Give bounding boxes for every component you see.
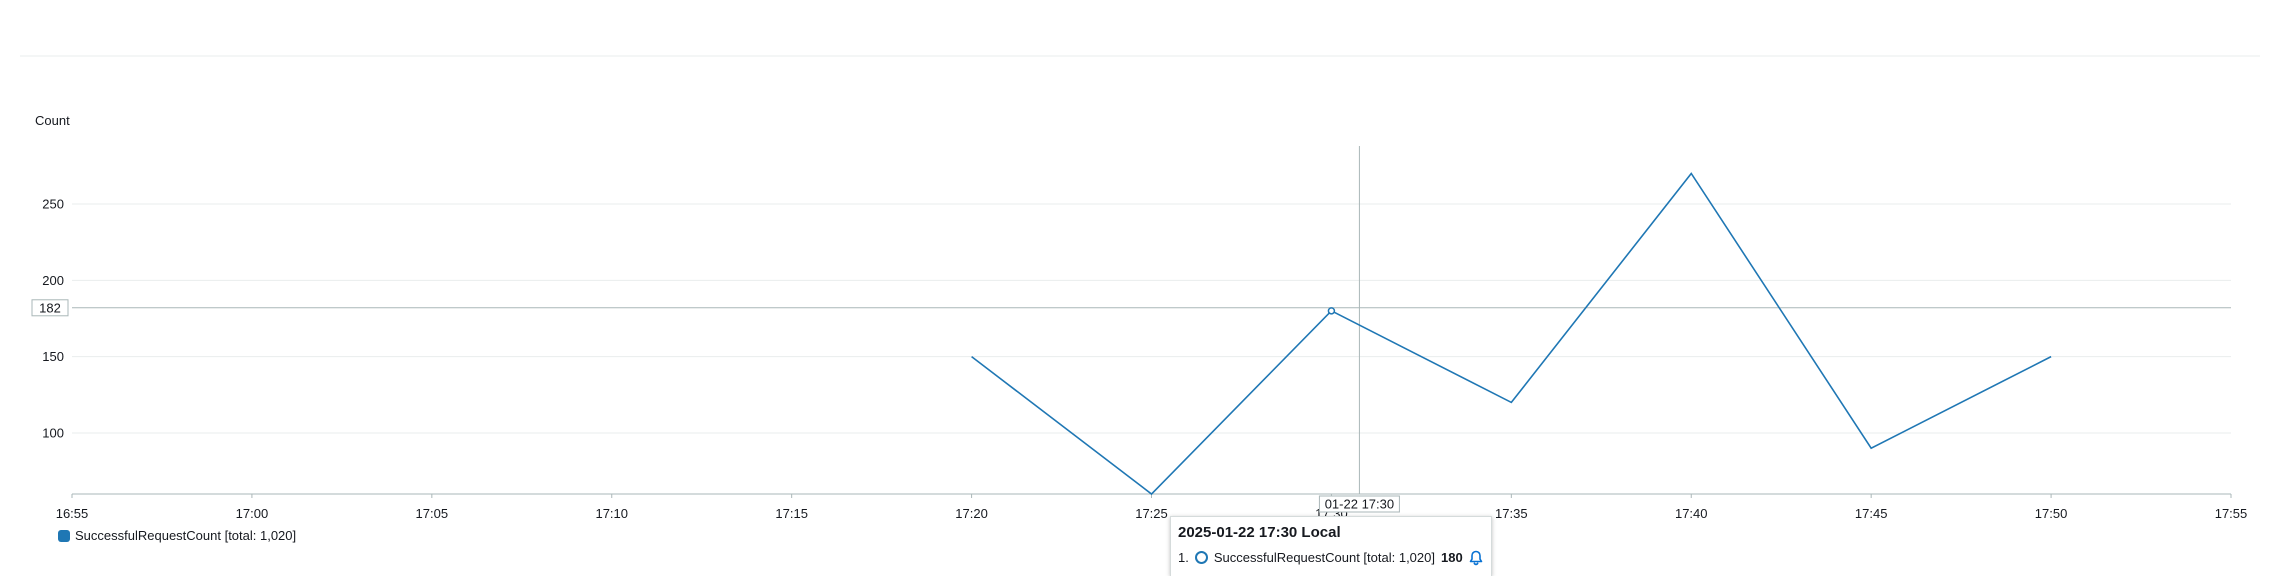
x-tick-label: 17:05 xyxy=(416,506,449,521)
y-tick-label: 200 xyxy=(42,273,64,288)
bell-icon[interactable] xyxy=(1468,550,1484,566)
x-tick-label: 17:10 xyxy=(595,506,628,521)
series-line xyxy=(971,172,2052,496)
tooltip-index: 1. xyxy=(1178,550,1189,565)
y-tick-label: 150 xyxy=(42,349,64,364)
x-tick-label: 17:35 xyxy=(1495,506,1528,521)
legend[interactable]: SuccessfulRequestCount [total: 1,020] xyxy=(58,528,296,543)
tooltip-series-name: SuccessfulRequestCount [total: 1,020] xyxy=(1213,550,1435,565)
legend-swatch xyxy=(58,529,70,542)
crosshair-x-label-box xyxy=(1318,495,1400,513)
tooltip: 2025-01-22 17:30 Local 1. SuccessfulRequ… xyxy=(1170,516,1492,576)
tooltip-row: 1. SuccessfulRequestCount [total: 1,020]… xyxy=(1178,550,1483,565)
series-marker-icon xyxy=(1194,551,1208,564)
highlighted-point xyxy=(1327,307,1336,315)
x-tick-label: 17:55 xyxy=(2215,506,2248,521)
x-tick-label: 17:00 xyxy=(236,506,269,521)
tooltip-title: 2025-01-22 17:30 Local xyxy=(1178,524,1341,541)
x-tick-label: 17:45 xyxy=(1855,506,1888,521)
x-tick-label: 17:40 xyxy=(1675,506,1708,521)
x-tick-label: 17:50 xyxy=(2035,506,2068,521)
legend-label: SuccessfulRequestCount [total: 1,020] xyxy=(75,528,297,543)
x-tick-label: 17:25 xyxy=(1135,506,1168,521)
x-tick-label: 17:20 xyxy=(955,506,988,521)
x-tick-label: 16:55 xyxy=(56,506,89,521)
crosshair-y-label: 182 xyxy=(39,300,61,315)
crosshair-x-label: 01-22 17:30 xyxy=(1325,497,1394,512)
y-tick-label: 100 xyxy=(42,425,64,440)
y-tick-label: 250 xyxy=(42,197,64,212)
tooltip-value: 180 xyxy=(1440,550,1463,565)
x-tick-label: 17:15 xyxy=(775,506,808,521)
crosshair-y-label-box xyxy=(31,299,69,317)
y-axis-label: Count xyxy=(35,113,70,128)
